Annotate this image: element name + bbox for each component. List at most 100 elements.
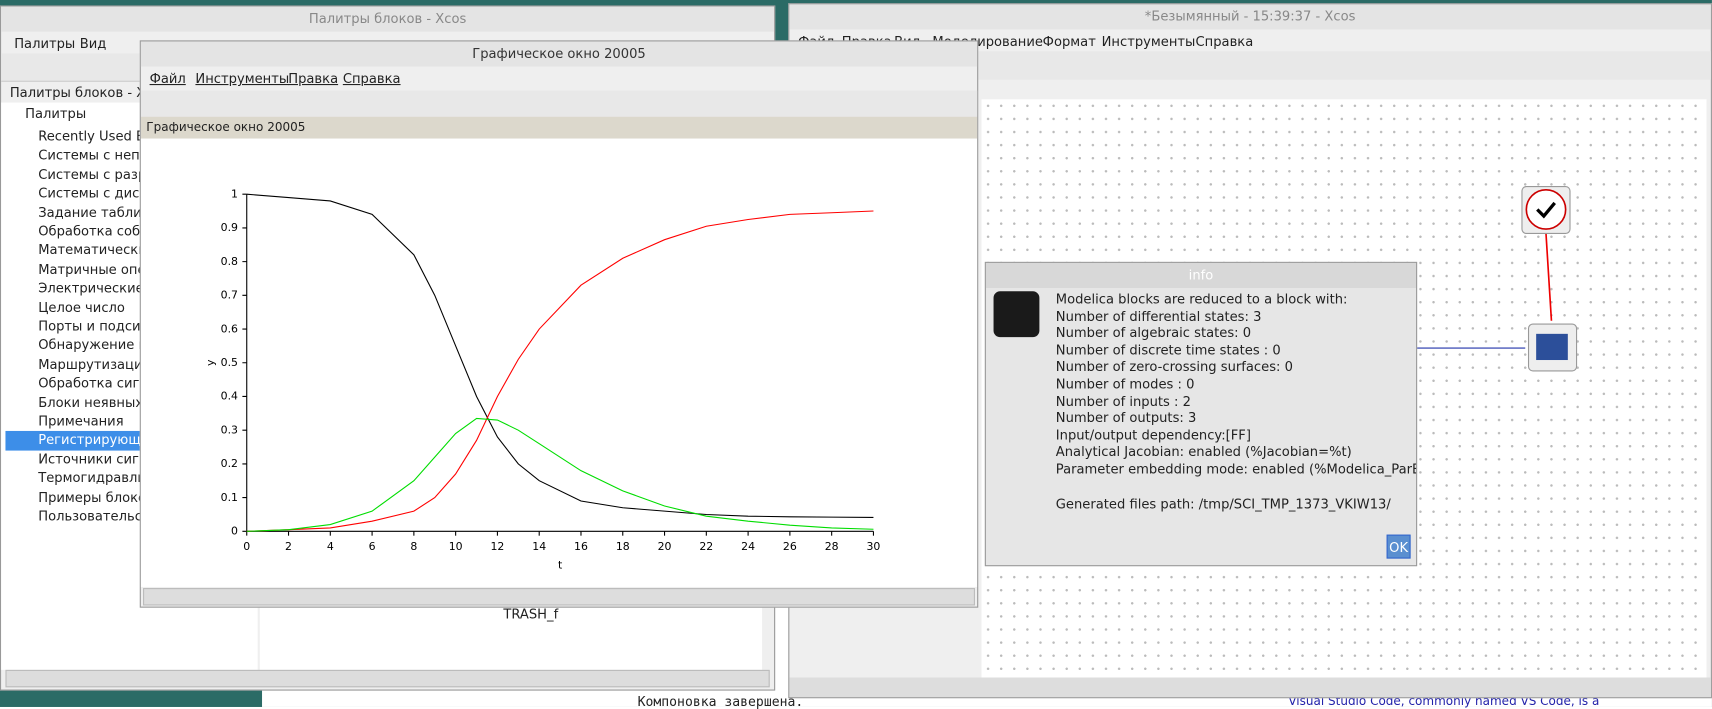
sub-header: Графическое окно 20005: [140, 116, 978, 139]
y-axis-label: y: [204, 359, 217, 366]
graph-window: Графическое окно 20005 Файл Инструменты Пр…: [139, 40, 979, 608]
x-tick-label: 22: [699, 540, 713, 553]
y-tick-label: 0.5: [221, 356, 238, 369]
y-tick-label: 0.3: [221, 423, 238, 436]
info-path: Generated files path: /tmp/SCI_TMP_1373_…: [1055, 496, 1391, 512]
y-tick-label: 0.6: [221, 322, 238, 335]
ok-button[interactable]: OK: [1386, 534, 1411, 559]
tree-item[interactable]: Примечания: [38, 413, 124, 429]
menu-item[interactable]: Справка: [342, 70, 401, 87]
menu-item[interactable]: Файл: [149, 70, 186, 87]
menu-bar: Палитры Вид: [1, 32, 774, 54]
info-line: Number of outputs: 3: [1055, 410, 1197, 426]
menu-item[interactable]: Формат: [1042, 33, 1096, 50]
y-tick-label: 0.2: [221, 457, 238, 470]
x-tick-label: 30: [866, 540, 880, 553]
info-line: Number of algebraic states: 0: [1055, 325, 1252, 341]
toolbar: [140, 90, 978, 117]
info-line: Number of modes : 0: [1055, 376, 1195, 392]
menu-item[interactable]: Вид: [79, 36, 107, 52]
info-line: Number of discrete time states : 0: [1055, 342, 1281, 358]
info-line: Analytical Jacobian: enabled (%Jacobian=…: [1055, 444, 1352, 460]
series-line: [246, 417, 874, 532]
link: [1545, 233, 1553, 321]
x-tick-label: 4: [327, 540, 334, 553]
y-tick-label: 0.1: [221, 491, 238, 504]
sub-header-text: Графическое окно 20005: [146, 120, 306, 135]
tree-item[interactable]: Системы с дискре: [38, 185, 164, 201]
title-bar: Графическое окно 20005: [140, 41, 978, 67]
tree-item[interactable]: Регистрирующие: [38, 432, 158, 448]
tree-item[interactable]: Порты и подсисте: [38, 318, 164, 334]
check-icon: [1536, 201, 1556, 219]
menu-item[interactable]: Инструменты: [195, 70, 290, 87]
title-bar: info: [985, 262, 1417, 289]
x-axis-label: t: [558, 558, 563, 571]
tree-item[interactable]: Системы с непре: [38, 147, 157, 163]
y-tick-label: 1: [231, 187, 238, 200]
y-tick-label: 0.4: [221, 390, 238, 403]
info-line: Parameter embedding mode: enabled (%Mode…: [1055, 461, 1418, 477]
tree-item[interactable]: Электрические бл: [38, 280, 165, 296]
tree-root[interactable]: Палитры: [25, 105, 87, 122]
tree-item[interactable]: Обработка событ: [38, 223, 159, 239]
tree-item[interactable]: Матричные опера: [38, 261, 162, 277]
tree-item[interactable]: Пользовательски: [38, 508, 159, 524]
tree-item[interactable]: Обработка сигна: [38, 375, 156, 391]
menu-item[interactable]: Правка: [288, 70, 339, 87]
menu-item[interactable]: Инструменты: [1101, 33, 1196, 50]
y-tick-label: 0.8: [221, 255, 238, 268]
menu-item[interactable]: Палитры: [14, 36, 76, 52]
info-icon: [993, 291, 1040, 338]
tree-item[interactable]: Recently Used Blo: [38, 128, 157, 145]
x-tick-label: 18: [616, 540, 630, 553]
x-tick-label: 0: [243, 540, 250, 553]
tree-item[interactable]: Задание табличн: [38, 204, 158, 220]
menu-bar: Файл Инструменты Правка Справка: [141, 67, 977, 91]
series-line: [246, 193, 874, 519]
info-line: Number of zero-crossing surfaces: 0: [1055, 359, 1293, 375]
info-line: Number of inputs : 2: [1055, 393, 1191, 409]
tree-item[interactable]: Математические: [38, 242, 155, 258]
x-tick-label: 14: [532, 540, 546, 553]
info-text: Modelica blocks are reduced to a block w…: [986, 263, 1418, 565]
tree-item[interactable]: Маршрутизация: [38, 356, 151, 372]
tree-item[interactable]: Источники сигна: [38, 451, 156, 467]
y-tick-label: 0.7: [221, 289, 238, 302]
x-tick-label: 12: [490, 540, 504, 553]
status-bar: [5, 669, 770, 688]
x-tick-label: 16: [574, 540, 588, 553]
info-line: Number of differential states: 3: [1055, 308, 1262, 324]
x-tick-label: 6: [369, 540, 376, 553]
tree-item[interactable]: Блоки неявных да: [38, 394, 165, 410]
plot: 0 2 4 6 8 10 12 14 16 18 20 22 24 26 28 3000.10.20.30.4…: [140, 138, 978, 587]
tree-header: Палитры блоков - Xcos: [9, 85, 168, 101]
x-tick-label: 8: [410, 540, 417, 553]
series-line: [246, 210, 874, 532]
status-bar: [789, 677, 1711, 698]
x-tick-label: 26: [783, 540, 797, 553]
tree-item[interactable]: Обнаружение пер: [38, 337, 164, 353]
tree-item[interactable]: Системы с разры: [38, 166, 157, 182]
menu-item[interactable]: Справка: [1195, 33, 1254, 50]
block-label: TRASH_f: [503, 606, 559, 622]
info-line: Input/output dependency:[FF]: [1055, 427, 1251, 443]
x-tick-label: 28: [825, 540, 839, 553]
status-bar: [143, 588, 975, 606]
scope-icon: [1536, 333, 1568, 361]
title-bar: Палитры блоков - Xcos: [1, 6, 775, 32]
x-tick-label: 24: [741, 540, 755, 553]
console-text: Компоновка завершена.: [637, 693, 804, 709]
x-tick-label: 10: [449, 540, 463, 553]
tree-item[interactable]: Целое число: [38, 299, 125, 315]
y-tick-label: 0.9: [221, 221, 238, 234]
info-dialog: info Modelica blocks are reduced to a bl…: [984, 261, 1418, 567]
tree-item[interactable]: Термогидравличе: [38, 470, 162, 486]
x-tick-label: 2: [285, 540, 292, 553]
title-bar: *Безымянный - 15:39:37 - Xcos: [789, 4, 1711, 30]
diagram: [1411, 186, 1578, 372]
tree-item[interactable]: Примеры блоков: [38, 489, 154, 505]
info-line: Modelica blocks are reduced to a block w…: [1055, 291, 1348, 307]
clock-icon: [1525, 189, 1567, 230]
